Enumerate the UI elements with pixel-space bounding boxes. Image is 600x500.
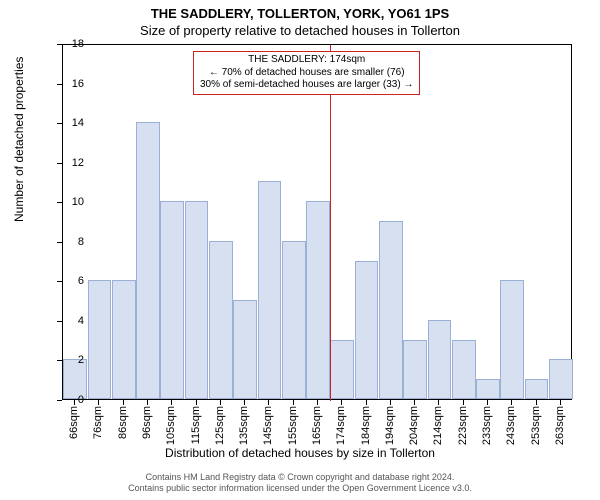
- bar: [136, 122, 160, 399]
- annotation-box: THE SADDLERY: 174sqm ← 70% of detached ho…: [193, 51, 420, 95]
- bar: [282, 241, 306, 399]
- xtick-mark: [487, 400, 488, 405]
- ytick-label: 10: [44, 196, 84, 208]
- xtick-label: 243sqm: [505, 406, 517, 445]
- footer-attribution: Contains HM Land Registry data © Crown c…: [0, 472, 600, 494]
- xtick-label: 184sqm: [360, 406, 372, 445]
- bar: [258, 181, 282, 399]
- bar: [160, 201, 184, 399]
- bar: [233, 300, 257, 399]
- xtick-mark: [341, 400, 342, 405]
- bar: [452, 340, 476, 399]
- xtick-mark: [438, 400, 439, 405]
- bar: [330, 340, 354, 399]
- xtick-label: 86sqm: [117, 406, 129, 439]
- xtick-label: 125sqm: [214, 406, 226, 445]
- y-axis-label: Number of detached properties: [12, 57, 26, 222]
- xtick-label: 223sqm: [457, 406, 469, 445]
- chart-title-main: THE SADDLERY, TOLLERTON, YORK, YO61 1PS: [0, 0, 600, 21]
- xtick-label: 233sqm: [481, 406, 493, 445]
- xtick-label: 76sqm: [92, 406, 104, 439]
- bar: [476, 379, 500, 399]
- bar: [355, 261, 379, 399]
- x-axis-label: Distribution of detached houses by size …: [0, 446, 600, 460]
- annotation-line-1: THE SADDLERY: 174sqm: [248, 54, 365, 65]
- xtick-mark: [463, 400, 464, 405]
- marker-line: [330, 45, 331, 401]
- bar: [209, 241, 233, 399]
- xtick-mark: [511, 400, 512, 405]
- xtick-mark: [536, 400, 537, 405]
- xtick-label: 66sqm: [68, 406, 80, 439]
- xtick-mark: [123, 400, 124, 405]
- xtick-mark: [560, 400, 561, 405]
- xtick-label: 194sqm: [384, 406, 396, 445]
- ytick-label: 8: [44, 236, 84, 248]
- xtick-mark: [244, 400, 245, 405]
- plot-area: THE SADDLERY: 174sqm ← 70% of detached ho…: [62, 44, 572, 400]
- xtick-label: 253sqm: [530, 406, 542, 445]
- bar: [525, 379, 549, 399]
- xtick-mark: [171, 400, 172, 405]
- xtick-label: 204sqm: [408, 406, 420, 445]
- chart-container: THE SADDLERY, TOLLERTON, YORK, YO61 1PS …: [0, 0, 600, 500]
- xtick-mark: [390, 400, 391, 405]
- xtick-label: 135sqm: [238, 406, 250, 445]
- xtick-mark: [317, 400, 318, 405]
- ytick-label: 16: [44, 78, 84, 90]
- xtick-label: 214sqm: [432, 406, 444, 445]
- plot-wrap: THE SADDLERY: 174sqm ← 70% of detached ho…: [62, 44, 572, 400]
- xtick-mark: [220, 400, 221, 405]
- footer-line-2: Contains public sector information licen…: [128, 483, 472, 493]
- bar: [306, 201, 330, 399]
- footer-line-1: Contains HM Land Registry data © Crown c…: [146, 472, 455, 482]
- bar: [88, 280, 112, 399]
- ytick-label: 6: [44, 275, 84, 287]
- annotation-line-3: 30% of semi-detached houses are larger (…: [200, 79, 413, 90]
- annotation-line-2: ← 70% of detached houses are smaller (76…: [209, 67, 405, 78]
- ytick-label: 4: [44, 315, 84, 327]
- ytick-label: 0: [44, 394, 84, 406]
- xtick-label: 155sqm: [287, 406, 299, 445]
- xtick-mark: [196, 400, 197, 405]
- bar: [403, 340, 427, 399]
- ytick-label: 14: [44, 117, 84, 129]
- xtick-mark: [366, 400, 367, 405]
- xtick-mark: [268, 400, 269, 405]
- bar: [112, 280, 136, 399]
- xtick-label: 165sqm: [311, 406, 323, 445]
- bar: [185, 201, 209, 399]
- ytick-label: 12: [44, 157, 84, 169]
- bar: [549, 359, 573, 399]
- xtick-mark: [98, 400, 99, 405]
- xtick-label: 96sqm: [141, 406, 153, 439]
- xtick-mark: [147, 400, 148, 405]
- bar: [379, 221, 403, 399]
- xtick-label: 105sqm: [165, 406, 177, 445]
- ytick-label: 18: [44, 38, 84, 50]
- xtick-mark: [293, 400, 294, 405]
- xtick-label: 115sqm: [190, 406, 202, 444]
- xtick-label: 174sqm: [335, 406, 347, 445]
- ytick-label: 2: [44, 354, 84, 366]
- bar: [500, 280, 524, 399]
- chart-title-sub: Size of property relative to detached ho…: [0, 21, 600, 38]
- bar: [428, 320, 452, 399]
- xtick-label: 145sqm: [262, 406, 274, 445]
- xtick-mark: [414, 400, 415, 405]
- xtick-label: 263sqm: [554, 406, 566, 445]
